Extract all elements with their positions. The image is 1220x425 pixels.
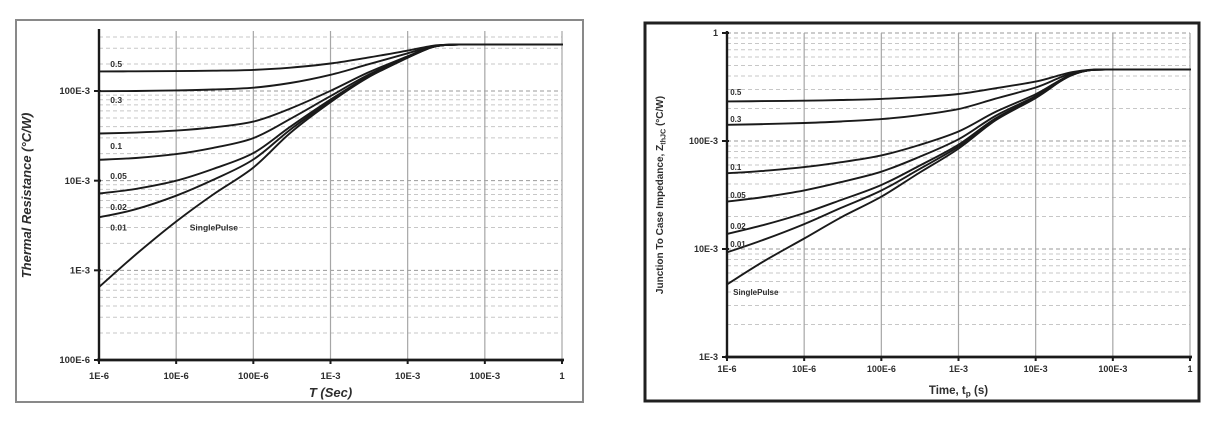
curve-label-0.1: 0.1 [110,141,122,151]
thermal-resistance-panel-frame [15,19,584,403]
series-curves [98,43,563,289]
x-tick-label: 100E-3 [1098,364,1127,374]
y-tick-label: 100E-3 [59,86,90,97]
x-tick-label: 10E-6 [163,371,188,382]
x-tick-label: 10E-3 [1024,364,1048,374]
x-tick-label: 100E-6 [867,364,896,374]
series-curves [726,68,1191,286]
y-tick-label: 1E-3 [699,352,718,362]
x-axis-title: Time, tp (s) [929,385,988,399]
curve-labels: 0.5 0.3 0.1 0.05 0.02 0.01 SinglePulse [730,88,779,297]
curve-label-0.05: 0.05 [110,171,127,181]
x-tick-label: 100E-3 [470,371,501,382]
y-axis-title: Thermal Resistance (°C/W) [19,113,34,279]
y-tick-label: 1 [713,28,718,38]
curve-label-0.05: 0.05 [730,191,746,200]
x-tick-label: 100E-6 [238,371,269,382]
curve-SinglePulse [98,43,563,289]
x-tick-label: 1 [1187,364,1192,374]
y-tick-label: 10E-3 [694,244,718,254]
curve-label-0.3: 0.3 [730,115,742,124]
junction-to-case-impedance-panel-frame [643,21,1201,403]
curve-label-SinglePulse: SinglePulse [733,288,779,297]
curve-labels: 0.5 0.3 0.1 0.05 0.02 0.01 SinglePulse [110,59,238,233]
x-tick-label: 1 [559,371,565,382]
thermal-resistance-chart: 1E-6 10E-6 100E-6 1E-3 10E-3 100E-3 1 100E-3 10E… [15,19,584,403]
curve-label-0.3: 0.3 [110,95,122,105]
x-tick-labels: 1E-6 10E-6 100E-6 1E-3 10E-3 100E-3 1 [89,360,565,382]
curve-label-0.01: 0.01 [730,240,746,249]
y-tick-label: 10E-3 [65,176,90,187]
curve-label-0.1: 0.1 [730,163,742,172]
x-tick-label: 1E-3 [949,364,968,374]
curve-label-SinglePulse: SinglePulse [190,223,238,233]
curve-label-0.5: 0.5 [110,59,122,69]
vertical-gridlines [175,31,563,360]
y-tick-label: 1E-3 [70,266,90,277]
y-axis-title: Junction To Case Impedance, ZthJC (°C/W) [655,96,668,294]
curve-label-0.5: 0.5 [730,88,742,97]
x-tick-label: 10E-3 [395,371,420,382]
y-tick-label: 100E-6 [59,355,90,366]
junction-to-case-impedance-chart: 1E-6 10E-6 100E-6 1E-3 10E-3 100E-3 1 1 100E-3 10… [643,21,1201,403]
x-tick-label: 1E-6 [717,364,736,374]
y-tick-label: 100E-3 [689,136,718,146]
vertical-gridlines [803,33,1191,357]
x-tick-labels: 1E-6 10E-6 100E-6 1E-3 10E-3 100E-3 1 [717,357,1193,374]
curve-label-0.02: 0.02 [730,222,746,231]
x-tick-label: 1E-3 [320,371,340,382]
x-tick-label: 10E-6 [792,364,816,374]
x-axis-title: T (Sec) [309,385,352,400]
curve-label-0.02: 0.02 [110,202,127,212]
curve-label-0.01: 0.01 [110,223,127,233]
y-tick-labels: 1 100E-3 10E-3 1E-3 [689,28,729,362]
x-tick-label: 1E-6 [89,371,109,382]
curve-SinglePulse [726,68,1191,286]
